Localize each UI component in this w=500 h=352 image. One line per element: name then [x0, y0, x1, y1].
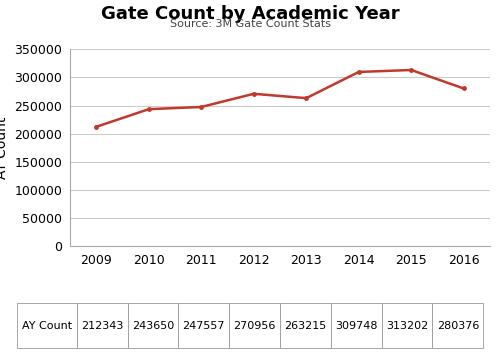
Y-axis label: AY Count: AY Count — [0, 117, 9, 179]
Text: Source: 3M Gate Count Stats: Source: 3M Gate Count Stats — [170, 19, 330, 29]
Text: Gate Count by Academic Year: Gate Count by Academic Year — [100, 5, 400, 23]
